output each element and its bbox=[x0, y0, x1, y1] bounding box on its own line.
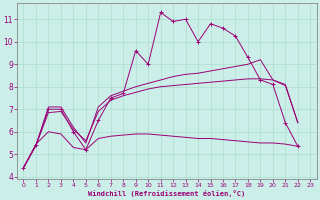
X-axis label: Windchill (Refroidissement éolien,°C): Windchill (Refroidissement éolien,°C) bbox=[88, 190, 245, 197]
